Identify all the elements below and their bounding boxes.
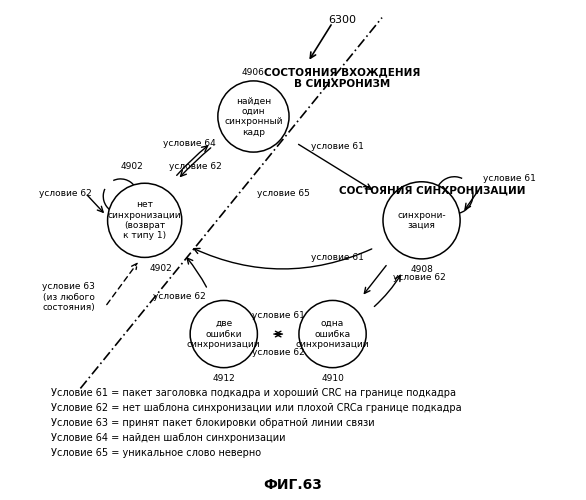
Circle shape (299, 300, 366, 368)
Circle shape (383, 182, 460, 259)
Circle shape (108, 183, 182, 258)
Text: условие 62: условие 62 (39, 188, 92, 198)
Text: 4906: 4906 (242, 68, 265, 77)
Circle shape (218, 81, 289, 152)
Text: 4908: 4908 (410, 266, 433, 274)
Text: условие 62: условие 62 (393, 272, 445, 281)
Text: Условие 65 = уникальное слово неверно: Условие 65 = уникальное слово неверно (51, 448, 261, 458)
Text: Условие 63 = принят пакет блокировки обратной линии связи: Условие 63 = принят пакет блокировки обр… (51, 418, 374, 428)
Text: одна
ошибка
синхронизации: одна ошибка синхронизации (296, 319, 369, 349)
Text: две
ошибки
синхронизации: две ошибки синхронизации (187, 319, 261, 349)
Text: условие 62: условие 62 (169, 162, 222, 171)
Text: условие 61: условие 61 (252, 311, 305, 320)
Text: условие 64: условие 64 (163, 139, 216, 148)
Circle shape (190, 300, 257, 368)
Text: условие 65: условие 65 (257, 188, 309, 198)
Text: найден
один
синхронный
кадр: найден один синхронный кадр (224, 96, 282, 136)
Text: СОСТОЯНИЯ СИНХРОНИЗАЦИИ: СОСТОЯНИЯ СИНХРОНИЗАЦИИ (339, 186, 526, 196)
Text: 4910: 4910 (321, 374, 344, 383)
Text: Условие 62 = нет шаблона синхронизации или плохой CRCа границе подкадра: Условие 62 = нет шаблона синхронизации и… (51, 404, 461, 413)
Text: Условие 64 = найден шаблон синхронизации: Условие 64 = найден шаблон синхронизации (51, 433, 285, 443)
Text: условие 63
(из любого
состояния): условие 63 (из любого состояния) (42, 282, 95, 312)
Text: синхрони-
зация: синхрони- зация (397, 210, 446, 230)
Text: 4902: 4902 (121, 162, 143, 171)
Text: условие 61: условие 61 (311, 253, 364, 262)
Text: условие 62: условие 62 (153, 292, 206, 302)
Text: Условие 61 = пакет заголовка подкадра и хороший CRC на границе подкадра: Условие 61 = пакет заголовка подкадра и … (51, 388, 456, 398)
Text: СОСТОЯНИЯ ВХОЖДЕНИЯ
В СИНХРОНИЗМ: СОСТОЯНИЯ ВХОЖДЕНИЯ В СИНХРОНИЗМ (264, 67, 421, 88)
Text: условие 61: условие 61 (483, 174, 536, 183)
Text: 4912: 4912 (212, 374, 235, 383)
Text: ФИГ.63: ФИГ.63 (264, 478, 322, 492)
Text: условие 62: условие 62 (252, 348, 305, 358)
Text: 4902: 4902 (149, 264, 172, 273)
Text: 6300: 6300 (328, 15, 356, 25)
Text: условие 61: условие 61 (311, 142, 364, 150)
Text: нет
синхронизации
(возврат
к типу 1): нет синхронизации (возврат к типу 1) (108, 200, 182, 240)
